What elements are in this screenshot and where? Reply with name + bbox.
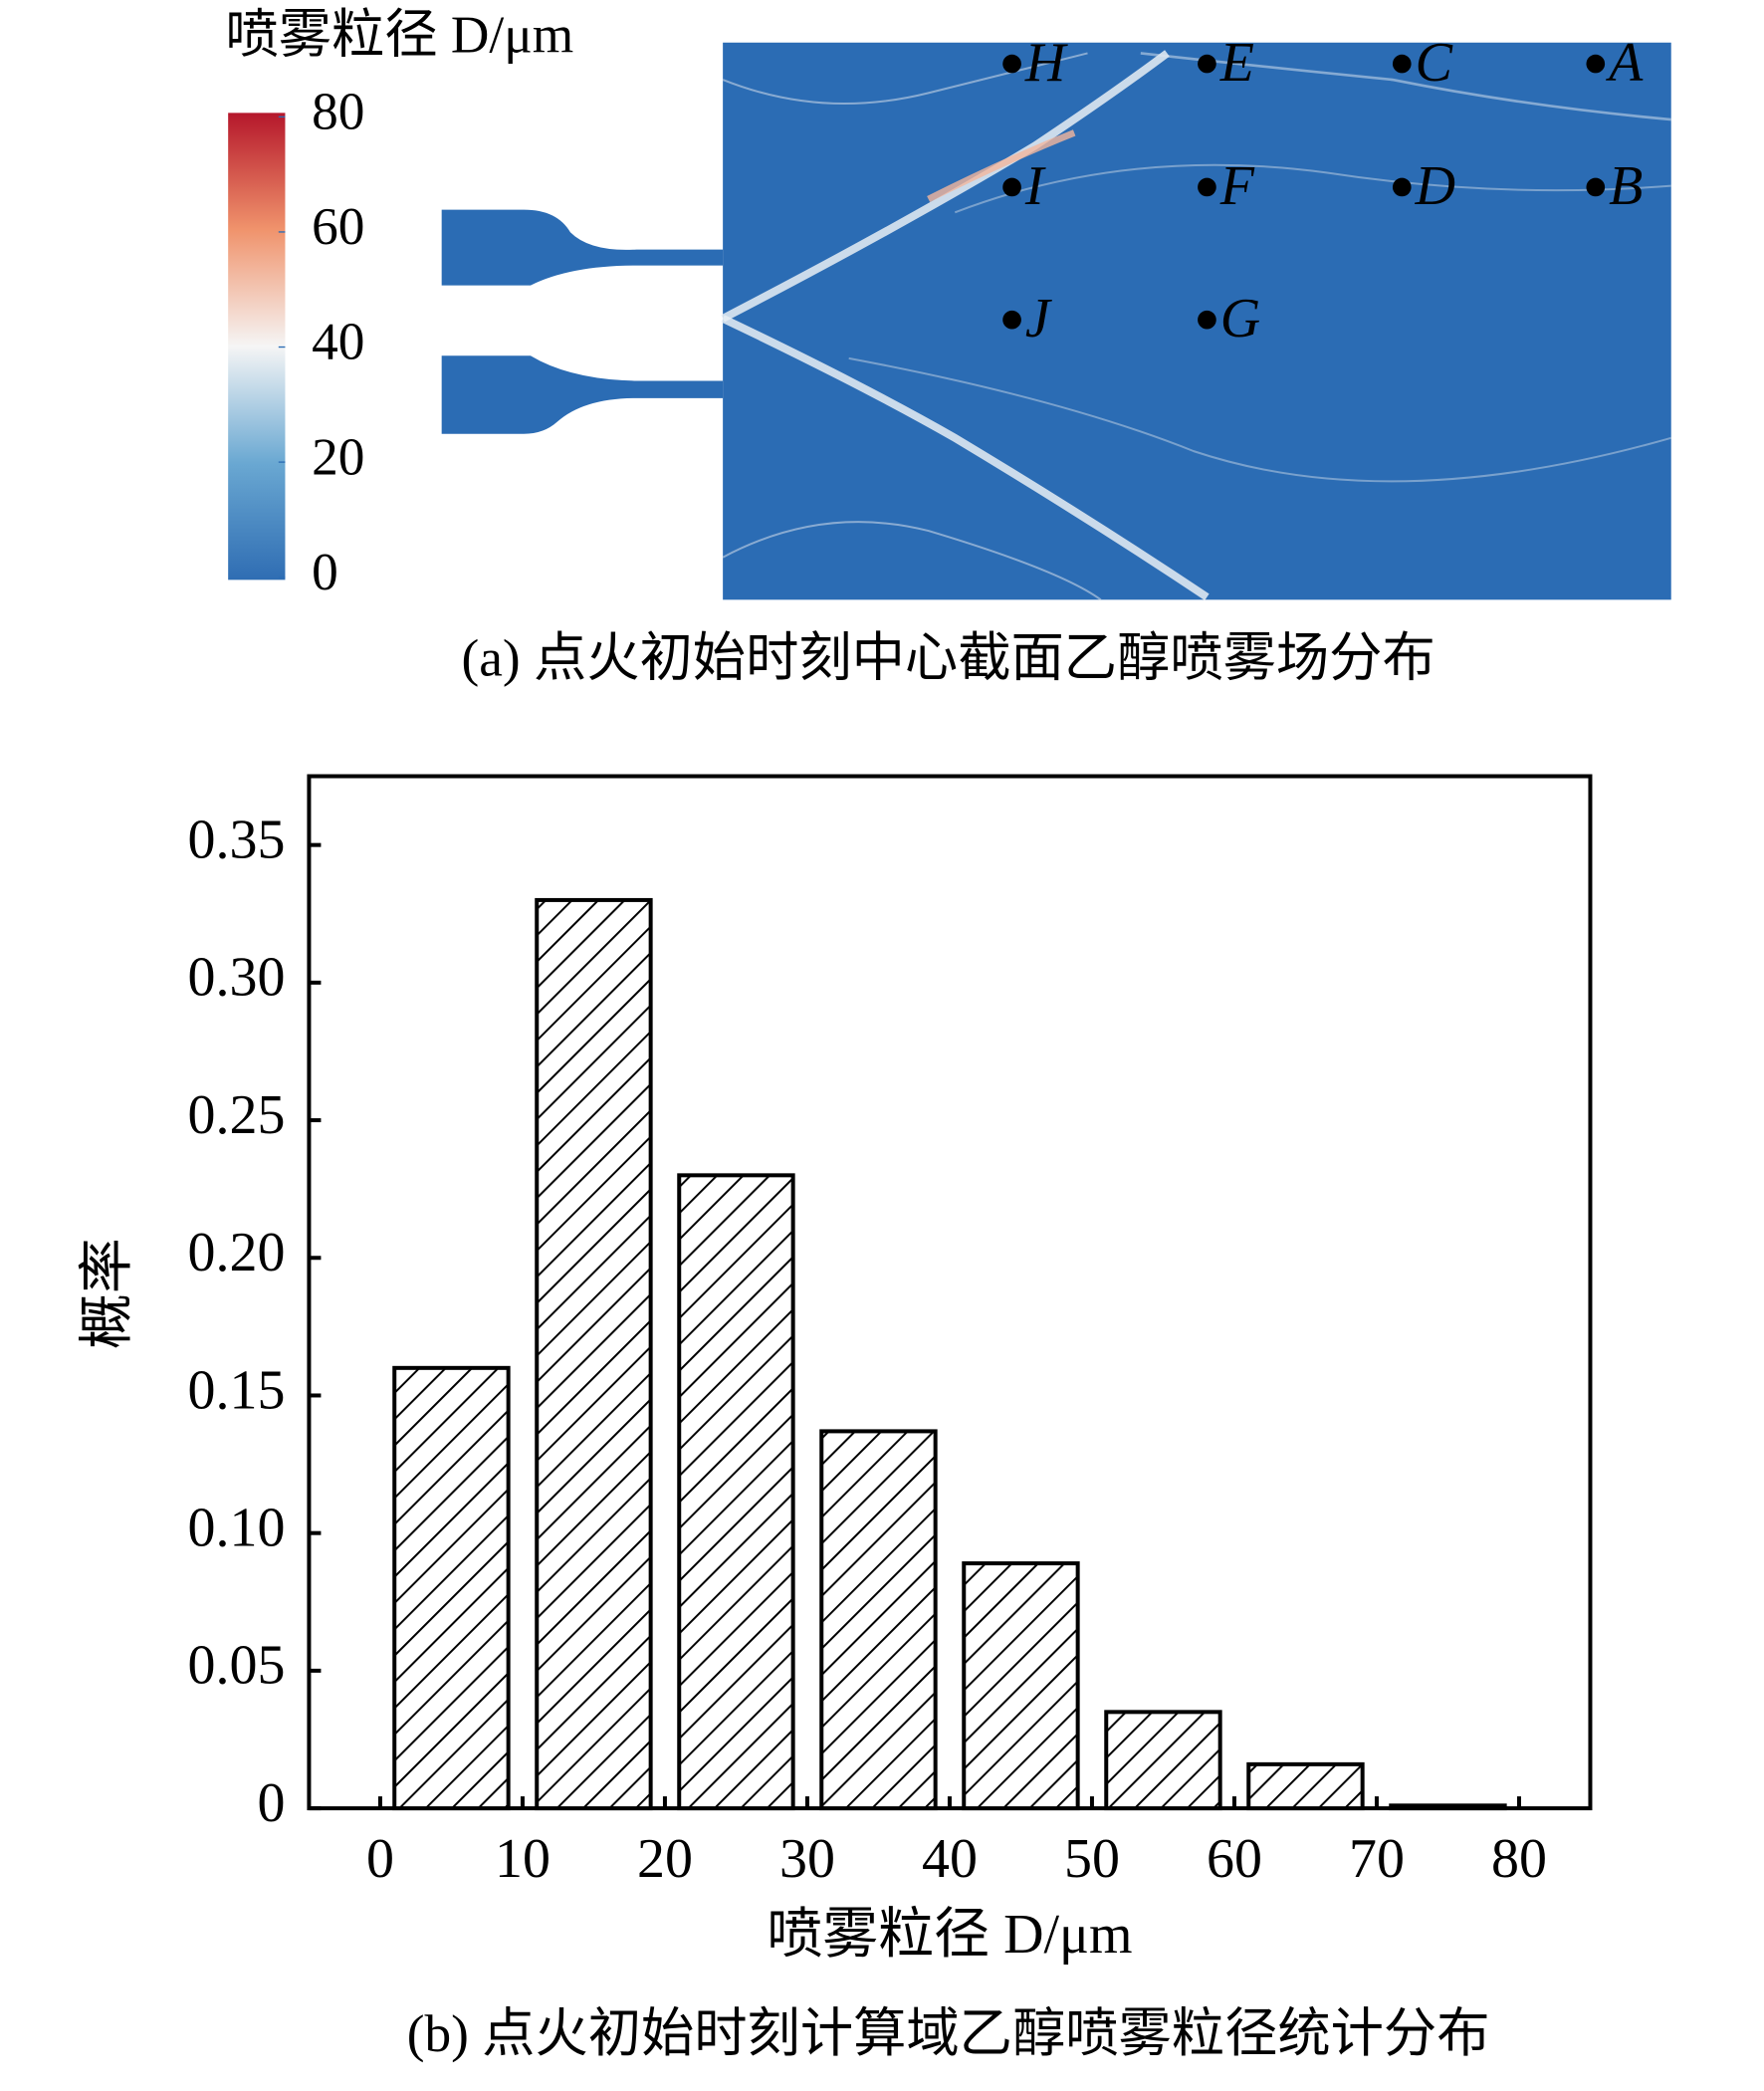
y-tick-label: 0.25: [188, 1084, 286, 1146]
field-background: [723, 42, 1671, 600]
y-tick-label: 0: [257, 1772, 285, 1834]
x-tick-label: 40: [922, 1828, 978, 1890]
y-tick-label: 0.15: [188, 1359, 286, 1421]
probe-label: I: [1024, 155, 1046, 217]
y-tick-label: 0.05: [188, 1635, 286, 1697]
field-image: [441, 42, 1672, 601]
x-tick-label: 30: [779, 1828, 835, 1890]
spray-streak: [927, 129, 1076, 202]
bar: [535, 897, 653, 1811]
caption: (a) 点火初始时刻中心截面乙醇喷雾场分布: [461, 629, 1434, 688]
contour-line: [954, 163, 1671, 214]
x-axis-label: 喷雾粒径 D/μm: [767, 1904, 1132, 1966]
nozzle: [441, 355, 724, 434]
y-tick-label: 0.35: [188, 809, 286, 870]
contour-line: [722, 521, 1102, 601]
x-tick-label: 70: [1349, 1828, 1405, 1890]
probe-point: [1392, 54, 1412, 74]
bar: [677, 1173, 795, 1811]
colorbar-tick-label: 80: [312, 83, 364, 141]
x-tick-label: 50: [1064, 1828, 1120, 1890]
colorbar: [228, 113, 286, 581]
probe-label: E: [1219, 32, 1254, 94]
x-tick-label: 20: [637, 1828, 693, 1890]
contour-line: [848, 356, 1672, 483]
y-tick-label: 0.20: [188, 1222, 286, 1283]
bar: [1389, 1803, 1507, 1811]
probe-label: C: [1416, 32, 1453, 94]
probe-point: [1002, 177, 1021, 197]
y-axis-label: 概率: [77, 1238, 138, 1349]
probe-point: [1586, 177, 1606, 197]
x-tick-label: 80: [1491, 1828, 1547, 1890]
colorbar-tick-label: 60: [312, 197, 364, 256]
probe-point: [1198, 177, 1216, 197]
probe-point: [1002, 54, 1021, 74]
probe-label: F: [1219, 155, 1255, 217]
bar: [819, 1429, 938, 1811]
probe-label: A: [1605, 32, 1644, 94]
spray-streak: [1140, 52, 1671, 121]
colorbar-tick-label: 20: [312, 427, 364, 486]
probe-label: B: [1609, 155, 1643, 217]
bar: [392, 1365, 511, 1811]
contour-line: [722, 52, 1088, 106]
probe-label: H: [1024, 32, 1068, 94]
probe-point: [1002, 310, 1021, 330]
colorbar-tick-label: 40: [312, 313, 364, 371]
x-tick-label: 0: [366, 1828, 394, 1890]
nozzle: [441, 209, 724, 286]
x-tick-label: 10: [495, 1828, 551, 1890]
probe-point: [1198, 310, 1216, 330]
probe-point: [1198, 54, 1216, 74]
caption: (b) 点火初始时刻计算域乙醇喷雾粒径统计分布: [407, 2004, 1490, 2063]
bar: [1246, 1761, 1365, 1811]
probe-point: [1392, 177, 1412, 197]
probe-label: D: [1415, 155, 1455, 217]
y-tick-label: 0.10: [188, 1498, 286, 1559]
probe-label: J: [1025, 288, 1053, 349]
colorbar-label: 喷雾粒径 D/μm: [225, 5, 573, 64]
probe-label: G: [1220, 288, 1260, 349]
x-tick-label: 60: [1207, 1828, 1262, 1890]
y-tick-label: 0.30: [188, 947, 286, 1009]
spray-streak: [721, 315, 1210, 600]
probe-point: [1586, 54, 1606, 74]
bar: [962, 1561, 1080, 1811]
colorbar-tick-label: 0: [312, 543, 338, 601]
bar: [1104, 1710, 1222, 1811]
